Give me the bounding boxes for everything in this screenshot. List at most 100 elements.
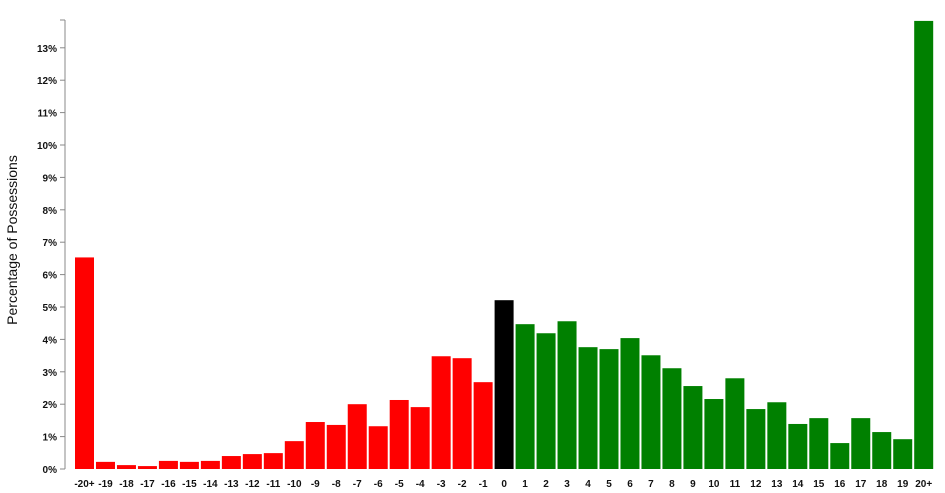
x-tick-label: 13 — [771, 479, 783, 490]
x-tick-label: -5 — [395, 479, 404, 490]
bar--9 — [305, 422, 325, 469]
x-tick-label: -7 — [353, 479, 362, 490]
x-tick-label: -12 — [245, 479, 260, 490]
x-tick-label: 5 — [606, 479, 612, 490]
x-tick-label: -16 — [161, 479, 176, 490]
bar-11 — [725, 378, 745, 469]
y-tick-label: 9% — [43, 173, 58, 184]
bar-14 — [788, 423, 808, 469]
bar-12 — [746, 409, 766, 469]
x-tick-label: -11 — [266, 479, 280, 490]
y-tick-label: 7% — [43, 238, 58, 249]
y-tick-label: 12% — [37, 76, 57, 87]
x-tick-label: 9 — [690, 479, 696, 490]
bar--16 — [158, 460, 178, 469]
x-tick-label: 15 — [813, 479, 825, 490]
y-tick-label: 10% — [37, 141, 57, 152]
bar-17 — [851, 418, 871, 469]
x-tick-label: 6 — [627, 479, 633, 490]
bar--8 — [326, 424, 346, 469]
bar--4 — [410, 407, 430, 469]
x-tick-label: -13 — [224, 479, 239, 490]
bar--7 — [347, 404, 367, 469]
x-tick-label: 3 — [564, 479, 570, 490]
bar-10 — [704, 399, 724, 469]
x-tick-label: 16 — [834, 479, 846, 490]
bar--19 — [95, 461, 115, 469]
x-tick-label: -20+ — [74, 479, 94, 490]
bar--14 — [200, 460, 220, 469]
bar-9 — [683, 386, 703, 469]
y-tick-label: 11% — [38, 109, 58, 120]
bars — [75, 20, 934, 470]
x-tick-label: -18 — [119, 479, 134, 490]
bar-19 — [893, 439, 913, 469]
y-tick-label: 1% — [43, 433, 58, 444]
x-axis: -20+ -19 -18 -17 -16 -15 -14 -13 -12 -11 -10 -9 -8 -7… — [74, 479, 932, 490]
bar--17 — [137, 466, 157, 469]
bar-2 — [536, 333, 556, 469]
x-tick-label: 1 — [522, 479, 528, 490]
x-tick-label: -2 — [458, 479, 467, 490]
x-tick-label: 2 — [543, 479, 549, 490]
bar-13 — [767, 402, 787, 469]
x-tick-label: 0 — [501, 479, 507, 490]
bar--20+ — [75, 257, 94, 469]
bar-7 — [641, 355, 661, 469]
x-tick-label: -9 — [311, 479, 320, 490]
x-tick-label: -15 — [182, 479, 197, 490]
bar-3 — [557, 321, 577, 469]
x-tick-label: 11 — [730, 479, 741, 490]
x-tick-label: -4 — [416, 479, 425, 490]
bar-6 — [620, 338, 640, 469]
x-tick-label: 8 — [669, 479, 675, 490]
bar-0 — [494, 300, 514, 469]
bar--10 — [284, 441, 304, 469]
x-tick-label: -19 — [98, 479, 113, 490]
bar--5 — [389, 399, 409, 469]
x-tick-label: 7 — [648, 479, 654, 490]
bar--11 — [263, 453, 283, 469]
y-tick-label: 13% — [37, 44, 57, 55]
bar-4 — [578, 347, 598, 469]
x-tick-label: 10 — [708, 479, 720, 490]
x-tick-label: -10 — [287, 479, 302, 490]
x-tick-label: -8 — [332, 479, 341, 490]
x-tick-label: 20+ — [915, 479, 932, 490]
x-tick-label: -3 — [437, 479, 446, 490]
x-tick-label: -14 — [203, 479, 218, 490]
bar--18 — [116, 465, 136, 469]
bar--2 — [452, 358, 472, 469]
y-tick-label: 4% — [43, 335, 58, 346]
y-axis: 0% 1% 2% 3% 4% 5% 6% 7% 8% 9% 10% 11% 12% 13% — [37, 19, 66, 476]
bar--1 — [473, 382, 493, 469]
bar--3 — [431, 356, 451, 469]
x-tick-label: 18 — [876, 479, 888, 490]
bar--6 — [368, 426, 388, 469]
x-tick-label: -17 — [140, 479, 155, 490]
y-tick-label: 6% — [43, 271, 58, 282]
x-tick-label: 19 — [897, 479, 909, 490]
bar--12 — [242, 454, 262, 469]
x-tick-label: 14 — [792, 479, 804, 490]
y-tick-label: 0% — [43, 465, 58, 476]
x-tick-label: -1 — [479, 479, 488, 490]
bar-5 — [599, 349, 619, 469]
y-tick-label: 2% — [43, 400, 58, 411]
bar--15 — [179, 461, 199, 469]
x-tick-label: 12 — [750, 479, 762, 490]
x-tick-label: 17 — [855, 479, 867, 490]
bar-1 — [515, 324, 535, 469]
bar-18 — [872, 432, 892, 469]
bar-8 — [662, 368, 682, 469]
bar-20+ — [914, 20, 934, 470]
bar-16 — [830, 443, 850, 469]
x-tick-label: -6 — [374, 479, 383, 490]
y-tick-label: 3% — [43, 368, 58, 379]
bar-15 — [809, 418, 829, 469]
y-axis-label: Percentage of Possessions — [4, 155, 20, 325]
y-tick-label: 5% — [43, 303, 58, 314]
x-tick-label: 4 — [585, 479, 591, 490]
bar--13 — [221, 456, 241, 469]
